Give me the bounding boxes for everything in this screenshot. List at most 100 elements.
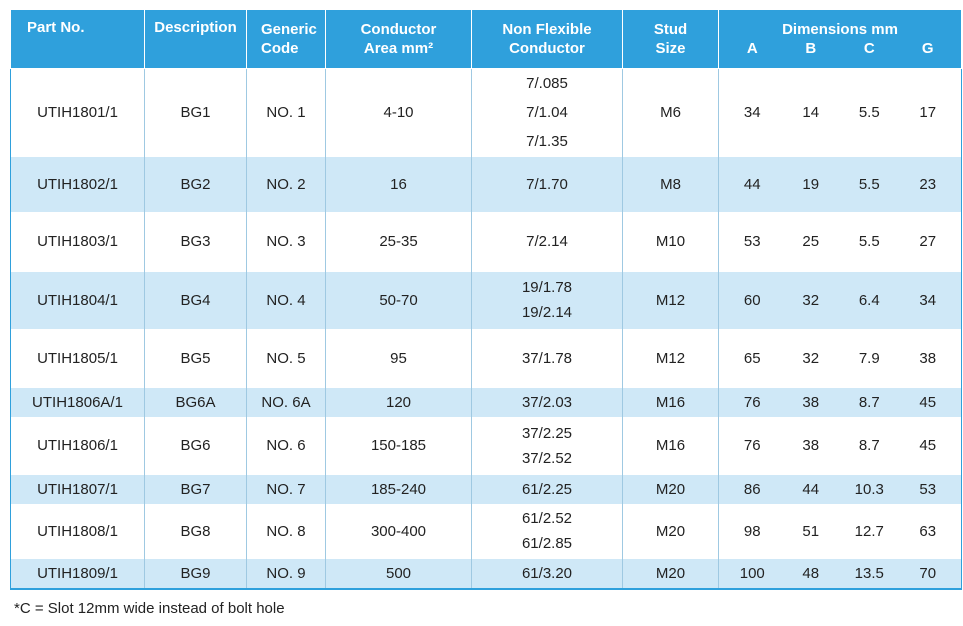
cell-dimensions: 44 19 5.5 23 bbox=[718, 156, 962, 212]
dim-g-value: 34 bbox=[919, 291, 937, 309]
dim-g-value: 27 bbox=[919, 233, 937, 250]
header-part-no: Part No. bbox=[10, 9, 145, 69]
cell-generic-code: NO. 3 bbox=[246, 211, 326, 272]
non-flexible-value: 37/2.03 bbox=[521, 393, 573, 411]
cell-dimensions: 53 25 5.5 27 bbox=[718, 211, 962, 272]
cell-description: BG6 bbox=[144, 416, 247, 475]
cell-generic-code: NO. 5 bbox=[246, 328, 326, 388]
cell-non-flexible: 7/.085 7/1.04 7/1.35 bbox=[471, 68, 623, 157]
dim-a-value: 34 bbox=[743, 104, 761, 122]
header-stud-size-line2: Size bbox=[655, 40, 686, 57]
dim-c-value: 8.7 bbox=[858, 437, 880, 454]
dim-a-value: 76 bbox=[743, 393, 761, 411]
dim-a-value: 86 bbox=[743, 480, 761, 498]
non-flexible-value: 61/3.20 bbox=[521, 564, 573, 582]
dim-b-value: 38 bbox=[802, 437, 820, 454]
dim-g-value: 70 bbox=[919, 564, 937, 582]
cell-generic-code: NO. 7 bbox=[246, 474, 326, 504]
table-row: UTIH1801/1 BG1 NO. 1 4-10 7/.085 7/1.04 7/1.35… bbox=[10, 68, 962, 157]
non-flexible-value: 61/2.25 bbox=[521, 480, 573, 498]
dim-c-value: 5.5 bbox=[858, 104, 880, 122]
non-flexible-value: 7/1.70 bbox=[526, 175, 568, 193]
non-flexible-value: 61/2.52 bbox=[521, 510, 573, 527]
cell-description: BG1 bbox=[144, 68, 247, 157]
dim-c-value: 6.4 bbox=[858, 291, 880, 309]
header-generic-code-line2: Code bbox=[261, 40, 299, 57]
cell-part-no: UTIH1806A/1 bbox=[10, 387, 145, 417]
dim-g-value: 17 bbox=[919, 104, 937, 122]
table-row: UTIH1804/1 BG4 NO. 4 50-70 19/1.78 19/2.14 M12… bbox=[10, 271, 962, 329]
cell-generic-code: NO. 1 bbox=[246, 68, 326, 157]
cell-dimensions: 65 32 7.9 38 bbox=[718, 328, 962, 388]
dim-b-value: 44 bbox=[802, 480, 820, 498]
cell-description: BG3 bbox=[144, 211, 247, 272]
dim-b-value: 32 bbox=[802, 349, 820, 367]
dim-g-value: 23 bbox=[919, 175, 937, 193]
cell-conductor-area: 150-185 bbox=[325, 416, 472, 475]
dimension-values: 86 44 10.3 53 bbox=[719, 481, 961, 498]
cell-conductor-area: 300-400 bbox=[325, 503, 472, 559]
cell-part-no: UTIH1801/1 bbox=[10, 68, 145, 157]
header-conductor-area: Conductor Area mm² bbox=[325, 9, 472, 69]
cell-non-flexible: 61/2.25 bbox=[471, 474, 623, 504]
cell-non-flexible: 37/2.25 37/2.52 bbox=[471, 416, 623, 475]
cell-part-no: UTIH1805/1 bbox=[10, 328, 145, 388]
table-row: UTIH1806/1 BG6 NO. 6 150-185 37/2.25 37/2.52 M… bbox=[10, 416, 962, 475]
cell-conductor-area: 4-10 bbox=[325, 68, 472, 157]
non-flexible-value: 37/1.78 bbox=[521, 349, 573, 367]
cell-description: BG2 bbox=[144, 156, 247, 212]
cell-dimensions: 34 14 5.5 17 bbox=[718, 68, 962, 157]
cell-part-no: UTIH1806/1 bbox=[10, 416, 145, 475]
cell-stud-size: M8 bbox=[622, 156, 719, 212]
dimension-values: 65 32 7.9 38 bbox=[719, 350, 961, 367]
header-stud-size-line1: Stud bbox=[653, 21, 688, 38]
dim-b-value: 38 bbox=[802, 393, 820, 411]
dim-c-value: 7.9 bbox=[858, 349, 880, 367]
dim-g-value: 45 bbox=[919, 393, 937, 411]
table-header: Part No. Description Generic Code Conduc… bbox=[10, 9, 962, 69]
table-row: UTIH1806A/1 BG6A NO. 6A 120 37/2.03 M16 76 38 8.… bbox=[10, 387, 962, 417]
dimension-values: 98 51 12.7 63 bbox=[719, 523, 961, 540]
header-non-flexible: Non Flexible Conductor bbox=[471, 9, 623, 69]
header-dimension-columns: A B C G bbox=[719, 39, 961, 58]
cell-conductor-area: 50-70 bbox=[325, 271, 472, 329]
header-non-flexible-line2: Conductor bbox=[509, 40, 585, 57]
table-row: UTIH1802/1 BG2 NO. 2 16 7/1.70 M8 44 19 5.5 23 bbox=[10, 156, 962, 212]
non-flexible-value: 7/.085 bbox=[526, 75, 568, 93]
cell-stud-size: M12 bbox=[622, 328, 719, 388]
header-description: Description bbox=[144, 9, 247, 69]
cell-part-no: UTIH1808/1 bbox=[10, 503, 145, 559]
cell-dimensions: 100 48 13.5 70 bbox=[718, 558, 962, 590]
cell-stud-size: M20 bbox=[622, 503, 719, 559]
dimension-values: 53 25 5.5 27 bbox=[719, 233, 961, 250]
dim-a-value: 53 bbox=[743, 233, 761, 250]
dim-g-value: 38 bbox=[919, 349, 937, 367]
cell-description: BG6A bbox=[144, 387, 247, 417]
non-flexible-value: 61/2.85 bbox=[521, 535, 573, 552]
cell-part-no: UTIH1803/1 bbox=[10, 211, 145, 272]
header-stud-size: Stud Size bbox=[622, 9, 719, 69]
dim-a-value: 100 bbox=[739, 564, 765, 582]
dim-b-value: 48 bbox=[802, 564, 820, 582]
header-non-flexible-line1: Non Flexible bbox=[502, 21, 592, 38]
cell-stud-size: M20 bbox=[622, 558, 719, 590]
dim-a-value: 98 bbox=[743, 522, 761, 540]
table-body: UTIH1801/1 BG1 NO. 1 4-10 7/.085 7/1.04 7/1.35… bbox=[10, 68, 962, 590]
dim-a-value: 76 bbox=[743, 437, 761, 454]
cell-stud-size: M12 bbox=[622, 271, 719, 329]
cell-generic-code: NO. 2 bbox=[246, 156, 326, 212]
cell-non-flexible: 19/1.78 19/2.14 bbox=[471, 271, 623, 329]
dim-a-value: 60 bbox=[743, 291, 761, 309]
cell-stud-size: M16 bbox=[622, 416, 719, 475]
table-row: UTIH1803/1 BG3 NO. 3 25-35 7/2.14 M10 53 25 5.5 2… bbox=[10, 211, 962, 272]
table-row: UTIH1808/1 BG8 NO. 8 300-400 61/2.52 61/2.85 M… bbox=[10, 503, 962, 559]
cell-conductor-area: 185-240 bbox=[325, 474, 472, 504]
dimension-values: 44 19 5.5 23 bbox=[719, 176, 961, 193]
cell-description: BG5 bbox=[144, 328, 247, 388]
cell-generic-code: NO. 8 bbox=[246, 503, 326, 559]
header-dim-g: G bbox=[921, 40, 934, 57]
dim-c-value: 5.5 bbox=[858, 233, 880, 250]
spec-table-container: Part No. Description Generic Code Conduc… bbox=[10, 9, 962, 590]
non-flexible-value: 7/1.04 bbox=[526, 104, 568, 122]
cell-description: BG7 bbox=[144, 474, 247, 504]
